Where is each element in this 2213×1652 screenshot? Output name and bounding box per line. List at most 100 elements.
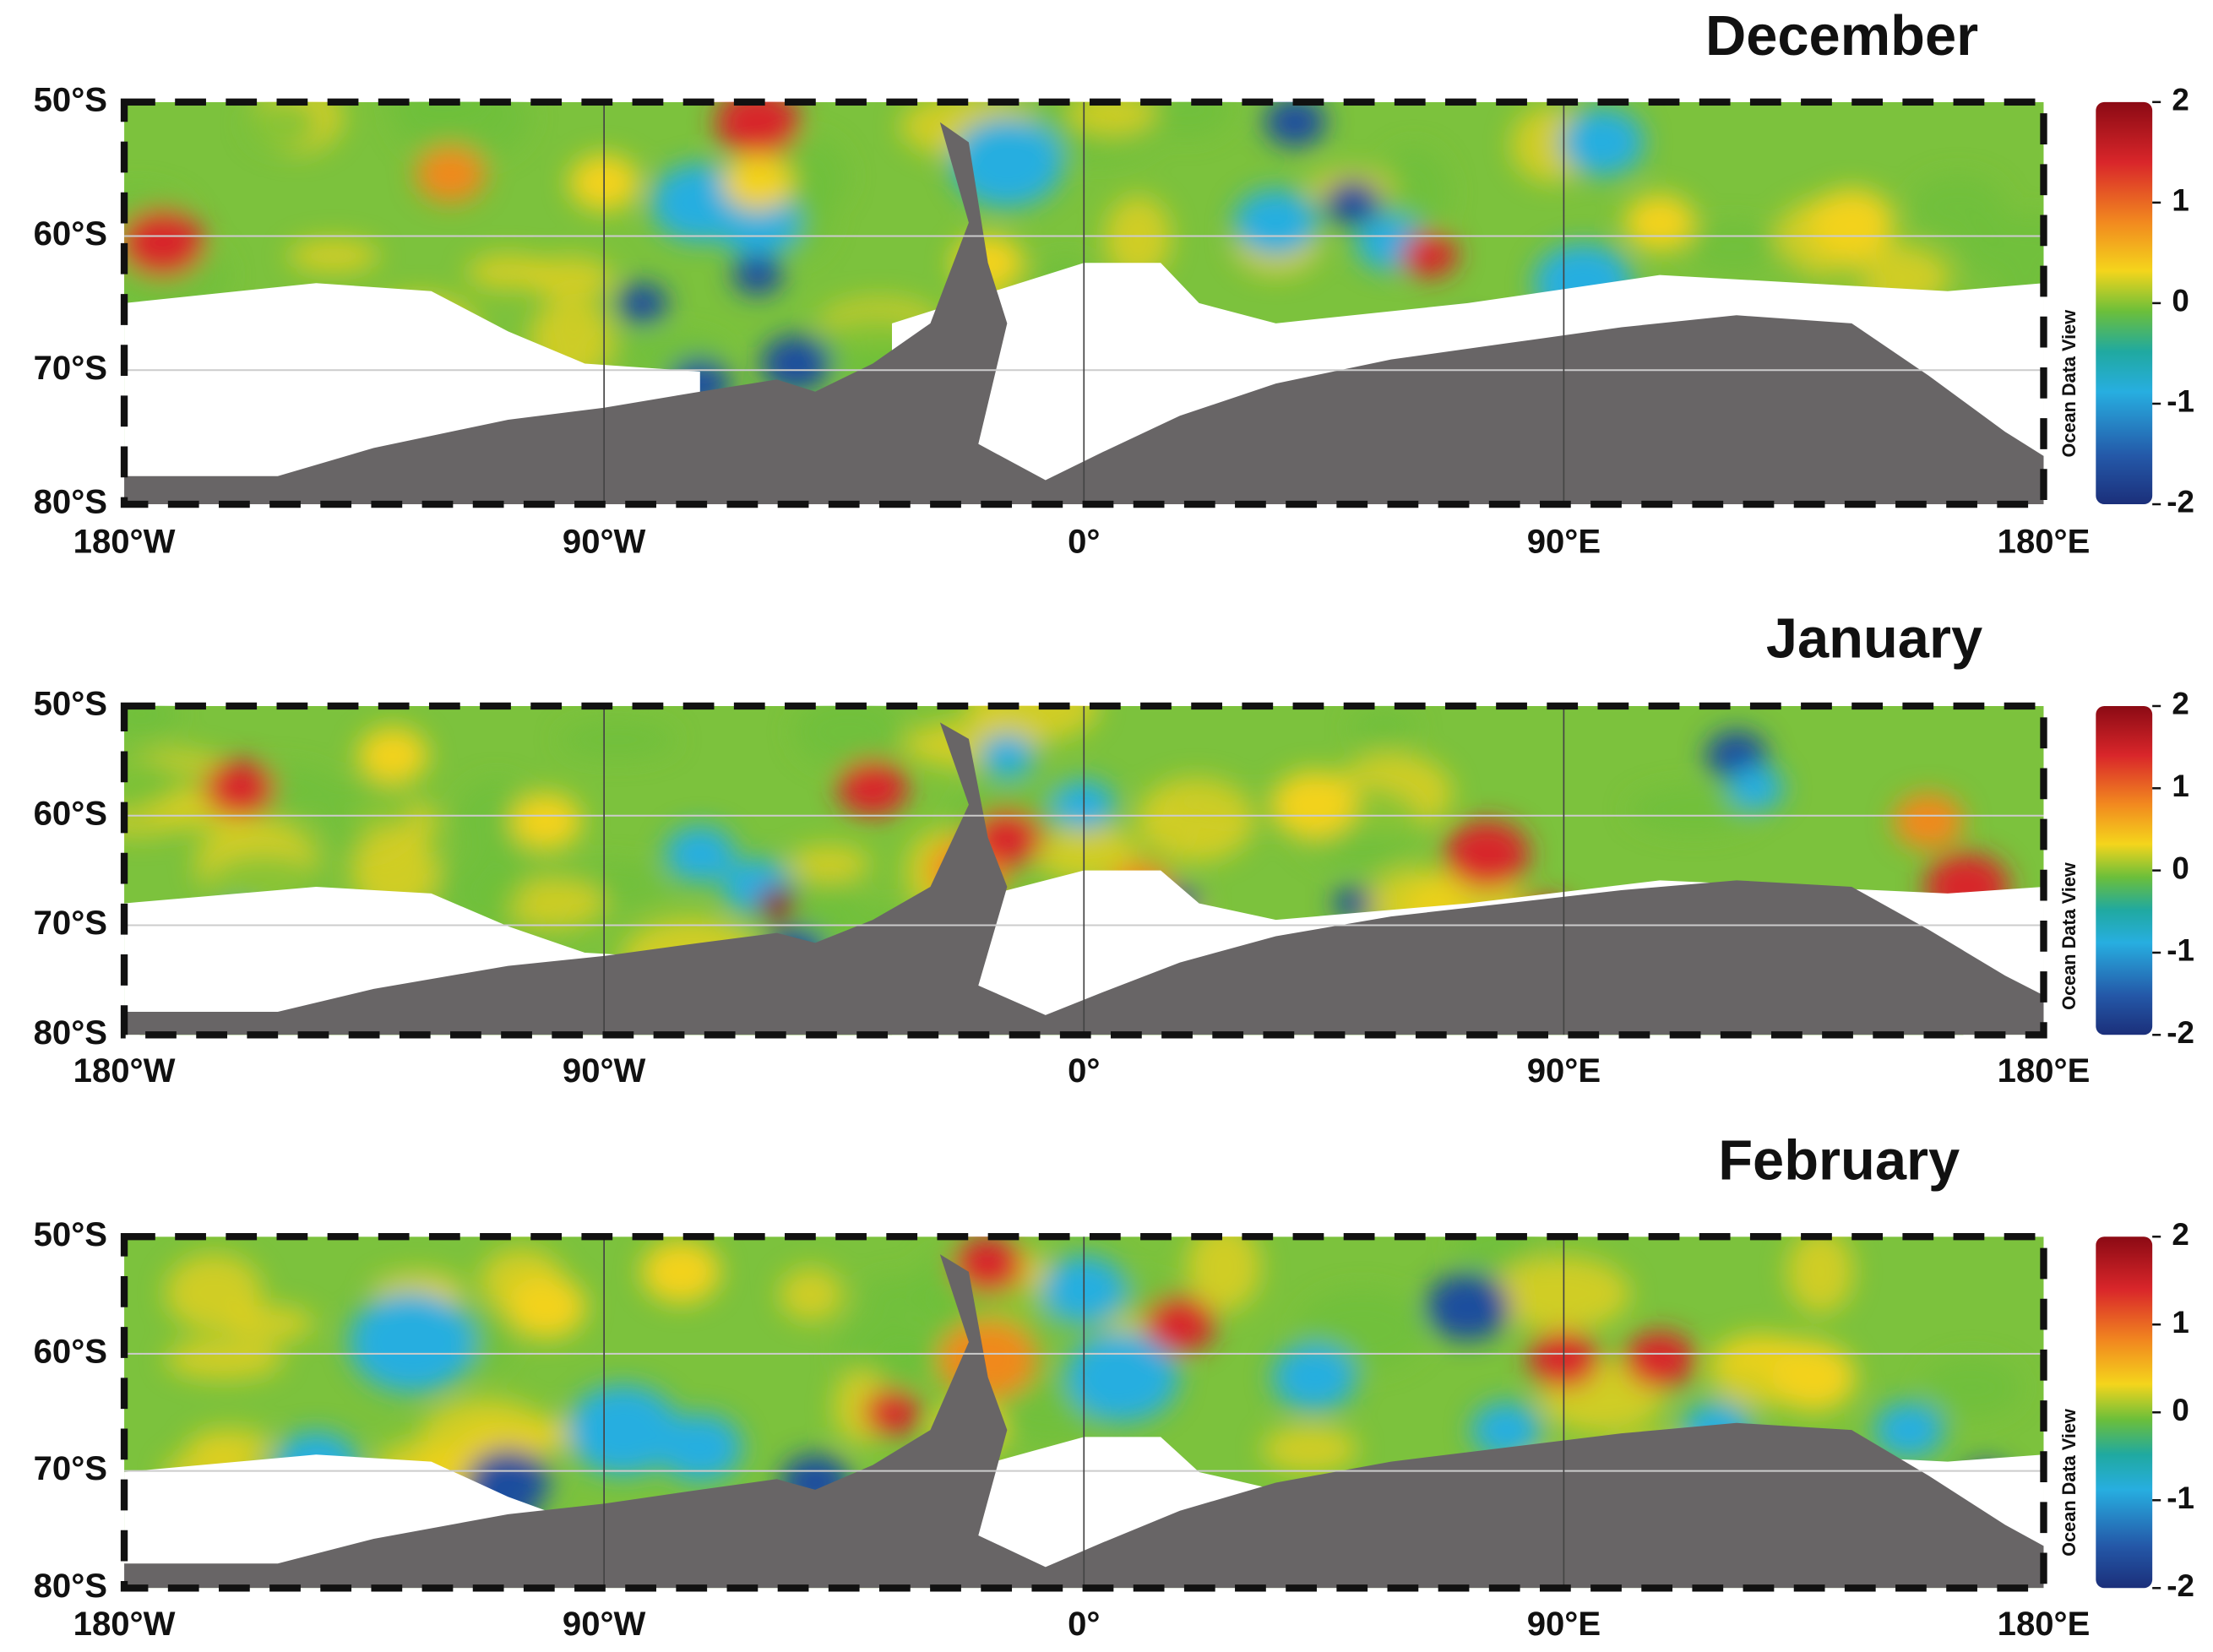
anomaly-blob — [731, 254, 784, 296]
anomaly-blob — [1378, 147, 1449, 237]
lat-label: 60°S — [34, 1334, 107, 1371]
anomaly-blob — [794, 705, 903, 768]
anomaly-blob — [1104, 195, 1172, 280]
anomaly-blob — [1186, 1236, 1262, 1312]
anomaly-blob — [188, 1427, 273, 1466]
anomaly-blob — [124, 705, 177, 737]
anomaly-blob — [1261, 1425, 1358, 1474]
colorbar-tick-label: 2 — [2172, 687, 2189, 721]
anomaly-blob — [1233, 188, 1319, 257]
anomaly-blob — [641, 1240, 720, 1304]
lon-label: 90°W — [563, 1052, 646, 1090]
lon-label: 180°W — [73, 523, 176, 560]
anomaly-blob — [1624, 194, 1695, 252]
anomaly-blob — [757, 887, 797, 920]
anomaly-blob — [950, 117, 1064, 208]
anomaly-blob — [559, 721, 676, 758]
anomaly-blob — [436, 851, 525, 923]
anomaly-blob — [1786, 1236, 1854, 1314]
anomaly-blob — [1137, 777, 1254, 862]
lat-label: 50°S — [34, 686, 107, 723]
lon-label: 180°E — [1998, 1606, 2091, 1643]
anomaly-blob — [1333, 887, 1373, 920]
anomaly-blob — [528, 257, 613, 300]
anomaly-blob — [863, 1389, 921, 1436]
lon-label: 90°E — [1527, 523, 1601, 560]
colorbar-tick-label: -2 — [2167, 485, 2194, 519]
anomaly-blob — [760, 334, 832, 392]
anomaly-blob — [779, 1267, 843, 1322]
colorbar-tick-label: 1 — [2172, 769, 2189, 803]
colorbar-tick-label: -1 — [2167, 384, 2194, 419]
colorbar-tick-label: 1 — [2172, 183, 2189, 218]
anomaly-blob — [1770, 1343, 1856, 1411]
map-frame — [120, 98, 2047, 508]
lat-label: 70°S — [34, 905, 107, 942]
colorbar-tick-label: 0 — [2172, 284, 2189, 318]
colorbar-tick-label: 2 — [2172, 83, 2189, 117]
map-content — [124, 705, 2044, 1035]
colorbar-tick-label: -2 — [2167, 1015, 2194, 1050]
anomaly-blob — [1400, 232, 1458, 278]
anomaly-blob — [455, 780, 537, 861]
anomaly-blob — [1559, 108, 1645, 177]
colorbar-label: Ocean Data View — [2058, 862, 2080, 1010]
colorbar-label: Ocean Data View — [2058, 1409, 2080, 1557]
lat-label: 70°S — [34, 350, 107, 387]
anomaly-blob — [965, 705, 1100, 742]
lon-label: 180°W — [73, 1606, 176, 1643]
lon-label: 180°E — [1998, 523, 2091, 560]
map-content — [124, 1236, 2044, 1589]
anomaly-blob — [657, 1413, 742, 1481]
map-frame — [120, 1233, 2047, 1592]
anomaly-blob — [124, 209, 205, 277]
colorbar-tick-label: -1 — [2167, 1481, 2194, 1515]
anomaly-blob — [507, 1275, 586, 1339]
anomaly-blob — [501, 878, 605, 928]
anomaly-field — [124, 705, 2009, 1016]
anomaly-blob — [1145, 1296, 1215, 1353]
lon-label: 0° — [1068, 523, 1100, 560]
anomaly-blob — [722, 154, 793, 211]
lat-label: 50°S — [34, 81, 107, 118]
anomaly-blob — [1264, 101, 1326, 148]
anomaly-blob — [1454, 1236, 1537, 1271]
panel-title: January — [1766, 607, 1982, 670]
colorbar — [2096, 1236, 2153, 1589]
anomaly-blob — [1727, 765, 1785, 812]
colorbar — [2096, 101, 2153, 505]
lat-label: 70°S — [34, 1450, 107, 1487]
lat-label: 60°S — [34, 795, 107, 832]
colorbar-tick-label: 0 — [2172, 1393, 2189, 1427]
anomaly-blob — [1271, 770, 1357, 839]
lat-label: 80°S — [34, 1014, 107, 1052]
lon-label: 0° — [1068, 1606, 1100, 1643]
lon-label: 90°E — [1527, 1606, 1601, 1643]
anomaly-blob — [665, 825, 736, 883]
anomaly-blob — [1425, 1273, 1510, 1341]
anomaly-blob — [1686, 222, 1781, 272]
panel-title: December — [1705, 5, 1978, 68]
lat-label: 50°S — [34, 1216, 107, 1253]
map-frame — [120, 702, 2047, 1039]
anomaly-blob — [567, 1384, 680, 1475]
colorbar-tick-label: -2 — [2167, 1568, 2194, 1603]
anomaly-blob — [1624, 1331, 1695, 1388]
anomaly-blob — [1471, 1401, 1541, 1459]
lon-label: 90°W — [563, 1606, 646, 1643]
anomaly-blob — [837, 759, 909, 817]
anomaly-blob — [1893, 792, 1964, 850]
anomaly-blob — [1324, 180, 1381, 226]
anomaly-blob — [873, 1340, 949, 1378]
anomaly-blob — [1911, 175, 2005, 238]
anomaly-blob — [415, 146, 487, 203]
anomaly-blob — [1351, 710, 1416, 745]
colorbar-tick-label: 1 — [2172, 1305, 2189, 1340]
anomaly-blob — [1444, 820, 1530, 888]
anomaly-blob — [1492, 1256, 1631, 1332]
anomaly-blob — [124, 758, 179, 809]
anomaly-blob — [287, 238, 380, 274]
anomaly-blob — [1809, 188, 1895, 257]
